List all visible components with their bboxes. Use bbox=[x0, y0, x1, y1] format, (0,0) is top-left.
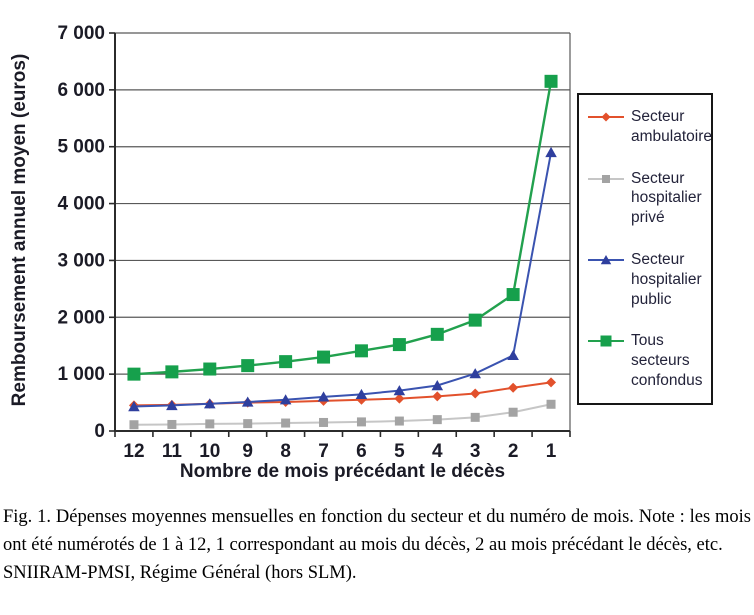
series-0-marker bbox=[470, 388, 481, 399]
y-tick-label: 1 000 bbox=[57, 364, 105, 385]
series-2-marker bbox=[166, 399, 178, 411]
x-tick-label: 5 bbox=[394, 441, 405, 462]
series-0-marker bbox=[546, 377, 557, 388]
series-1-marker bbox=[167, 419, 177, 429]
series-2-marker bbox=[393, 385, 406, 396]
series-1-marker bbox=[508, 407, 518, 417]
series-1-marker bbox=[432, 415, 442, 425]
series-3-marker bbox=[354, 344, 368, 358]
legend-marker-shape bbox=[600, 335, 612, 347]
legend-square-line-icon bbox=[588, 174, 624, 183]
legend-marker-shape bbox=[602, 174, 610, 183]
legend-square-line-icon bbox=[588, 335, 624, 347]
legend-marker-shape bbox=[601, 112, 611, 122]
series-0-marker bbox=[432, 391, 443, 402]
legend-label-2: Secteur hospitalier public bbox=[631, 251, 702, 308]
y-tick-label: 2 000 bbox=[57, 307, 105, 328]
series-line-3 bbox=[133, 81, 553, 376]
series-3-marker bbox=[165, 365, 179, 379]
series-0-marker bbox=[508, 382, 519, 393]
legend-entry-0: Secteur ambulatoire bbox=[587, 107, 712, 147]
series-line-2 bbox=[133, 152, 553, 408]
y-tick-label: 0 bbox=[94, 421, 105, 442]
legend-marker-shape bbox=[600, 255, 612, 265]
series-3-marker bbox=[127, 367, 141, 381]
legend-label-1: Secteur hospitalier privé bbox=[631, 169, 702, 227]
legend-entry-2: Secteur hospitalier public bbox=[587, 250, 707, 309]
x-tick-label: 10 bbox=[199, 441, 220, 462]
series-2-marker bbox=[279, 394, 292, 405]
series-3-marker bbox=[430, 327, 444, 341]
series-1-marker bbox=[205, 419, 215, 429]
series-2-marker bbox=[317, 391, 330, 402]
series-2-marker bbox=[241, 396, 254, 407]
series-2-marker bbox=[545, 146, 557, 158]
x-axis-title: Nombre de mois précédant le décès bbox=[179, 461, 506, 482]
x-tick-label: 1 bbox=[546, 441, 557, 462]
series-1-marker bbox=[394, 416, 404, 426]
x-tick-label: 3 bbox=[470, 441, 481, 462]
series-1-marker bbox=[129, 420, 139, 430]
series-3-marker bbox=[241, 359, 255, 373]
series-3-marker bbox=[279, 355, 293, 369]
y-tick-label: 5 000 bbox=[57, 137, 105, 158]
x-tick-label: 6 bbox=[356, 441, 367, 462]
legend-triangle-line-icon bbox=[588, 255, 624, 265]
x-tick-label: 7 bbox=[318, 441, 329, 462]
x-tick-label: 12 bbox=[123, 441, 144, 462]
y-tick-label: 4 000 bbox=[57, 194, 105, 215]
legend-label-0: Secteur ambulatoire bbox=[631, 108, 712, 145]
series-0-marker bbox=[394, 393, 405, 404]
series-2-marker bbox=[469, 368, 481, 379]
series-2-marker bbox=[431, 380, 444, 391]
series-1-marker bbox=[546, 399, 556, 409]
legend-diamond-line-icon bbox=[588, 112, 624, 122]
series-3-marker bbox=[203, 362, 217, 376]
series-3-marker bbox=[544, 74, 558, 88]
legend: Secteur ambulatoire Secteur hospitalier p… bbox=[577, 93, 713, 405]
series-3-marker bbox=[392, 338, 406, 352]
series-2-marker bbox=[128, 401, 140, 412]
series-1-marker bbox=[470, 412, 480, 422]
series-2-marker bbox=[507, 349, 519, 361]
series-3-marker bbox=[317, 350, 331, 364]
series-1-marker bbox=[319, 417, 329, 427]
y-tick-label: 7 000 bbox=[57, 23, 105, 44]
x-tick-label: 11 bbox=[162, 441, 183, 462]
legend-entry-3: Tous secteurs confondus bbox=[587, 331, 707, 390]
figure-caption: Fig. 1. Dépenses moyennes mensuelles en … bbox=[3, 503, 751, 587]
series-line-1 bbox=[133, 403, 552, 426]
x-tick-label: 9 bbox=[242, 441, 253, 462]
x-tick-label: 8 bbox=[280, 441, 291, 462]
x-tick-label: 4 bbox=[432, 441, 443, 462]
series-1-marker bbox=[243, 419, 253, 429]
series-1-marker bbox=[356, 417, 366, 427]
caption-text: Fig. 1. Dépenses moyennes mensuelles en … bbox=[3, 507, 751, 555]
legend-entry-1: Secteur hospitalier privé bbox=[587, 169, 707, 228]
series-3-marker bbox=[468, 313, 482, 327]
y-tick-label: 3 000 bbox=[57, 250, 105, 271]
legend-label-3: Tous secteurs confondus bbox=[631, 332, 703, 390]
series-3-marker bbox=[506, 288, 520, 302]
series-2-marker bbox=[204, 398, 216, 409]
series-2-marker bbox=[355, 388, 368, 400]
x-tick-label: 2 bbox=[508, 441, 519, 462]
y-tick-label: 6 000 bbox=[57, 80, 105, 101]
series-1-marker bbox=[281, 418, 291, 428]
caption-source: SNIIRAM-PMSI, Régime Général (hors SLM). bbox=[3, 563, 357, 583]
series-line-0 bbox=[133, 381, 552, 407]
y-axis-title: Remboursement annuel moyen (euros) bbox=[9, 53, 30, 407]
